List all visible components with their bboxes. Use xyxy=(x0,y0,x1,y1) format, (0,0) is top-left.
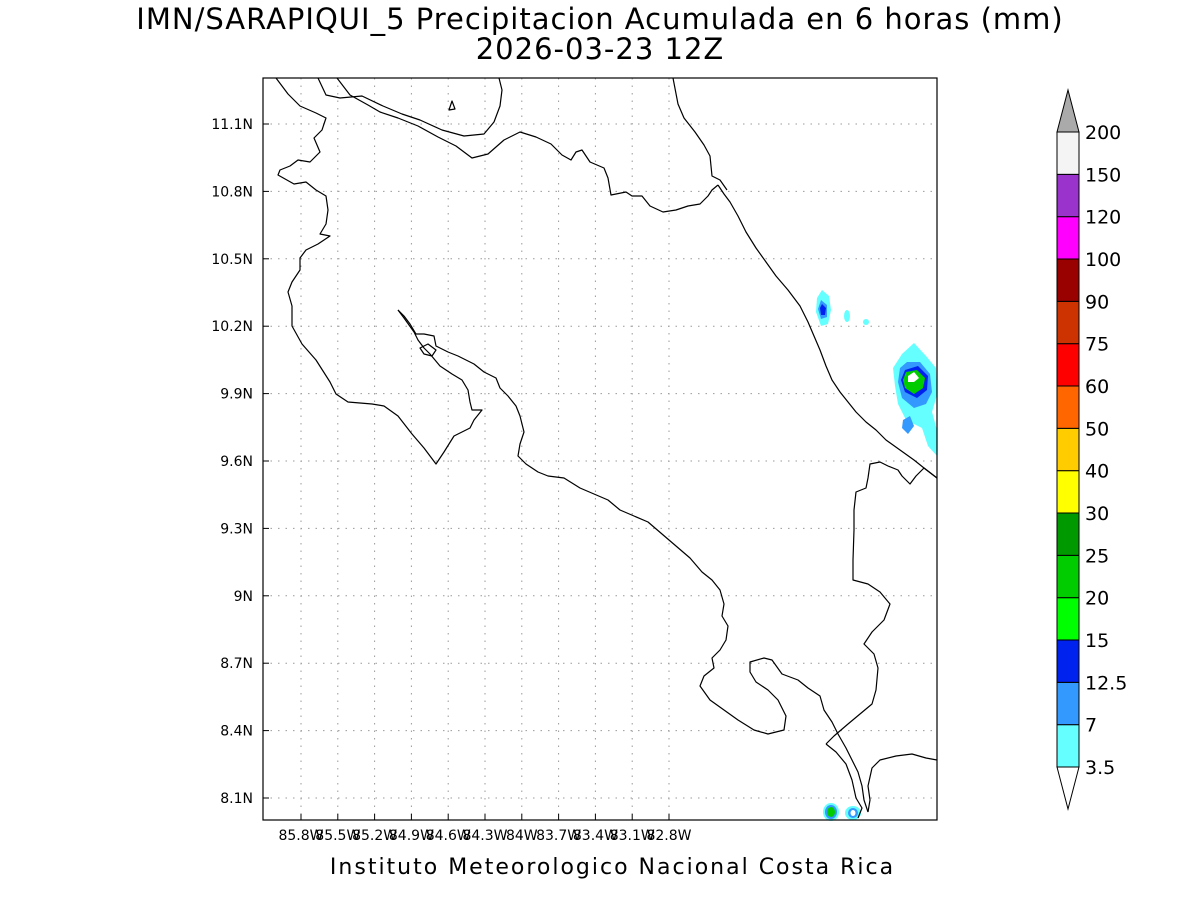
footer-credit: Instituto Meteorologico Nacional Costa R… xyxy=(329,855,896,880)
colorbar-level-label: 25 xyxy=(1085,545,1109,567)
x-tick-label: 82.8W xyxy=(646,828,691,844)
x-tick-label: 85.2W xyxy=(352,828,397,844)
nicaragua-border-line xyxy=(336,78,719,213)
burica-peninsula-coast xyxy=(825,743,863,819)
y-tick-label: 8.4N xyxy=(220,724,253,740)
x-tick-label: 84W xyxy=(506,828,538,844)
nicoya-inner-island xyxy=(419,343,437,357)
panama-border-line xyxy=(825,461,937,745)
latitude-axis: 11.1N 10.8N 10.5N 10.2N 9.9N 9.6N 9.3N 9N 8.7N 8.… xyxy=(211,117,269,807)
colorbar-level-label: 15 xyxy=(1085,630,1109,652)
y-tick-label: 9.6N xyxy=(220,454,253,470)
map-gridlines xyxy=(263,78,937,820)
map-frame xyxy=(262,77,938,821)
colorbar-level-label: 50 xyxy=(1085,418,1109,440)
x-tick-label: 84.3W xyxy=(462,828,507,844)
colorbar-level-label: 30 xyxy=(1085,503,1109,525)
colorbar-swatch xyxy=(1056,554,1080,599)
precipitation-area-south-cells xyxy=(823,803,861,821)
precipitation-area-caribbean-east xyxy=(893,343,937,456)
lake-nicaragua-shoreline xyxy=(317,78,503,137)
colorbar-level-label: 200 xyxy=(1085,122,1121,144)
colorbar-swatch xyxy=(1056,597,1080,641)
pacific-coastline-north xyxy=(275,78,483,465)
colorbar-level-label: 20 xyxy=(1085,588,1109,610)
colorbar-swatch xyxy=(1056,131,1080,175)
y-tick-label: 10.5N xyxy=(211,252,253,268)
y-tick-label: 9N xyxy=(234,589,253,605)
y-tick-label: 8.7N xyxy=(220,656,253,672)
colorbar-swatch xyxy=(1056,216,1080,260)
colorbar-swatch xyxy=(1056,300,1080,345)
colorbar-level-label: 3.5 xyxy=(1085,757,1115,779)
colorbar-swatch xyxy=(1056,343,1080,387)
colorbar-swatch xyxy=(1056,681,1080,726)
colorbar-level-label: 40 xyxy=(1085,461,1109,483)
x-tick-label: 84.9W xyxy=(389,828,434,844)
y-tick-label: 11.1N xyxy=(211,117,253,133)
y-tick-label: 10.8N xyxy=(211,184,253,200)
colorbar-legend: 3.5 7 12.5 15 20 25 30 40 50 60 75 90 100 120 150 200 xyxy=(1056,88,1127,811)
y-tick-label: 9.9N xyxy=(220,387,253,403)
colorbar-level-label: 75 xyxy=(1085,334,1109,356)
x-tick-label: 85.5W xyxy=(315,828,360,844)
longitude-axis: 85.8W85.5W85.2W84.9W84.6W84.3W84W83.7W83… xyxy=(278,814,692,844)
precipitation-area-north-cell xyxy=(816,290,869,326)
caribbean-coastline xyxy=(717,184,937,479)
colorbar-swatch xyxy=(1056,427,1080,472)
lake-island xyxy=(448,100,456,111)
x-tick-label: 84.6W xyxy=(426,828,471,844)
y-tick-label: 8.1N xyxy=(220,791,253,807)
panama-pacific-coast xyxy=(867,753,937,813)
colorbar-swatch xyxy=(1056,173,1080,218)
colorbar-level-label: 12.5 xyxy=(1085,672,1127,694)
x-tick-label: 83.4W xyxy=(573,828,618,844)
map-title: IMN/SARAPIQUI_5 Precipitacion Acumulada … xyxy=(136,2,1064,36)
nicoya-gulf-coast xyxy=(397,309,869,813)
colorbar-under-triangle xyxy=(1056,766,1080,811)
y-tick-label: 10.2N xyxy=(211,319,253,335)
colorbar-level-label: 7 xyxy=(1085,715,1097,737)
x-tick-label: 83.1W xyxy=(610,828,655,844)
colorbar-swatch xyxy=(1056,258,1080,302)
colorbar-level-label: 120 xyxy=(1085,207,1121,229)
colorbar-swatch xyxy=(1056,512,1080,556)
colorbar-level-label: 60 xyxy=(1085,376,1109,398)
nicaragua-caribbean-coast xyxy=(672,78,728,191)
colorbar-swatch xyxy=(1056,385,1080,429)
x-tick-label: 85.8W xyxy=(278,828,323,844)
colorbar-over-triangle xyxy=(1056,88,1080,133)
map-subtitle-datetime: 2026-03-23 12Z xyxy=(475,32,725,66)
y-tick-label: 9.3N xyxy=(220,521,253,537)
colorbar-swatch xyxy=(1056,724,1080,768)
colorbar-level-label: 100 xyxy=(1085,249,1121,271)
colorbar-level-label: 90 xyxy=(1085,291,1109,313)
colorbar-level-label: 150 xyxy=(1085,164,1121,186)
colorbar-swatch xyxy=(1056,639,1080,683)
x-tick-label: 83.7W xyxy=(536,828,581,844)
colorbar-swatch xyxy=(1056,470,1080,514)
